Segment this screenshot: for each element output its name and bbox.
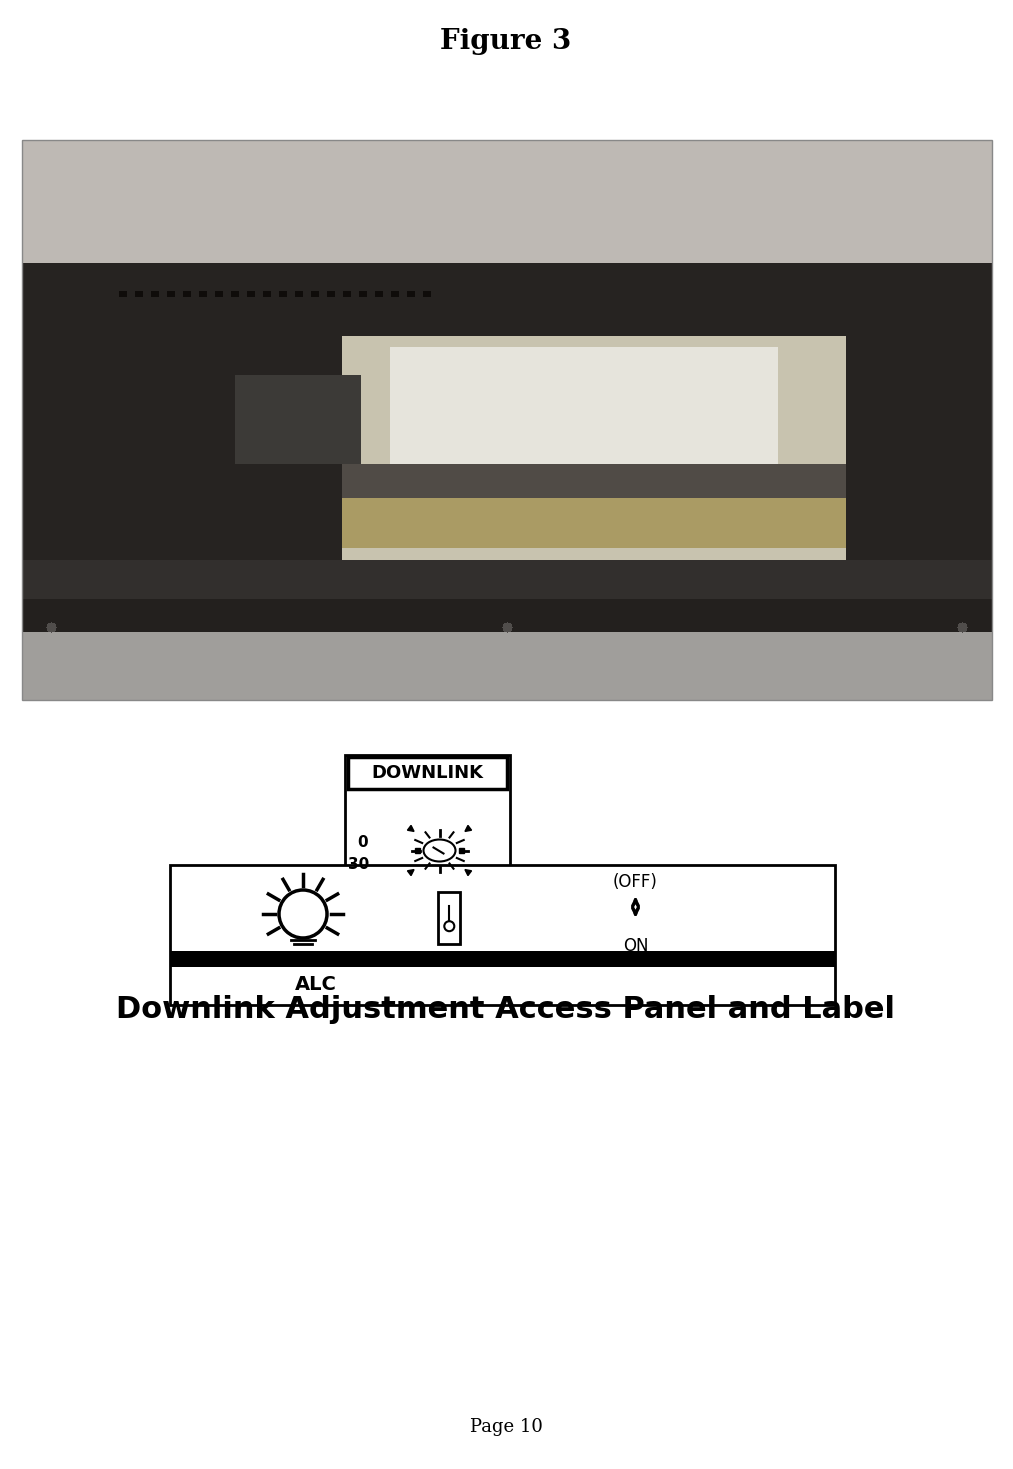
Text: (OFF): (OFF) [613, 873, 657, 890]
Text: 0: 0 [358, 834, 369, 851]
Circle shape [279, 890, 327, 939]
Bar [439, 892, 460, 945]
Text: 30: 30 [348, 856, 370, 873]
Text: ON: ON [623, 937, 648, 955]
Ellipse shape [423, 839, 456, 861]
Text: ALC: ALC [296, 975, 337, 995]
Polygon shape [407, 870, 414, 876]
Bar [348, 757, 506, 789]
Bar [22, 140, 992, 701]
Text: Figure 3: Figure 3 [441, 28, 571, 54]
Bar [170, 865, 835, 1005]
Bar [170, 950, 835, 967]
Bar [459, 848, 464, 853]
Circle shape [445, 921, 454, 931]
Polygon shape [465, 870, 472, 876]
Text: Page 10: Page 10 [470, 1418, 542, 1437]
Polygon shape [407, 826, 414, 831]
Bar [415, 848, 420, 853]
Bar [345, 755, 510, 909]
Text: Downlink Adjustment Access Panel and Label: Downlink Adjustment Access Panel and Lab… [116, 996, 895, 1024]
Polygon shape [465, 826, 472, 831]
Text: DOWNLINK: DOWNLINK [372, 764, 483, 782]
